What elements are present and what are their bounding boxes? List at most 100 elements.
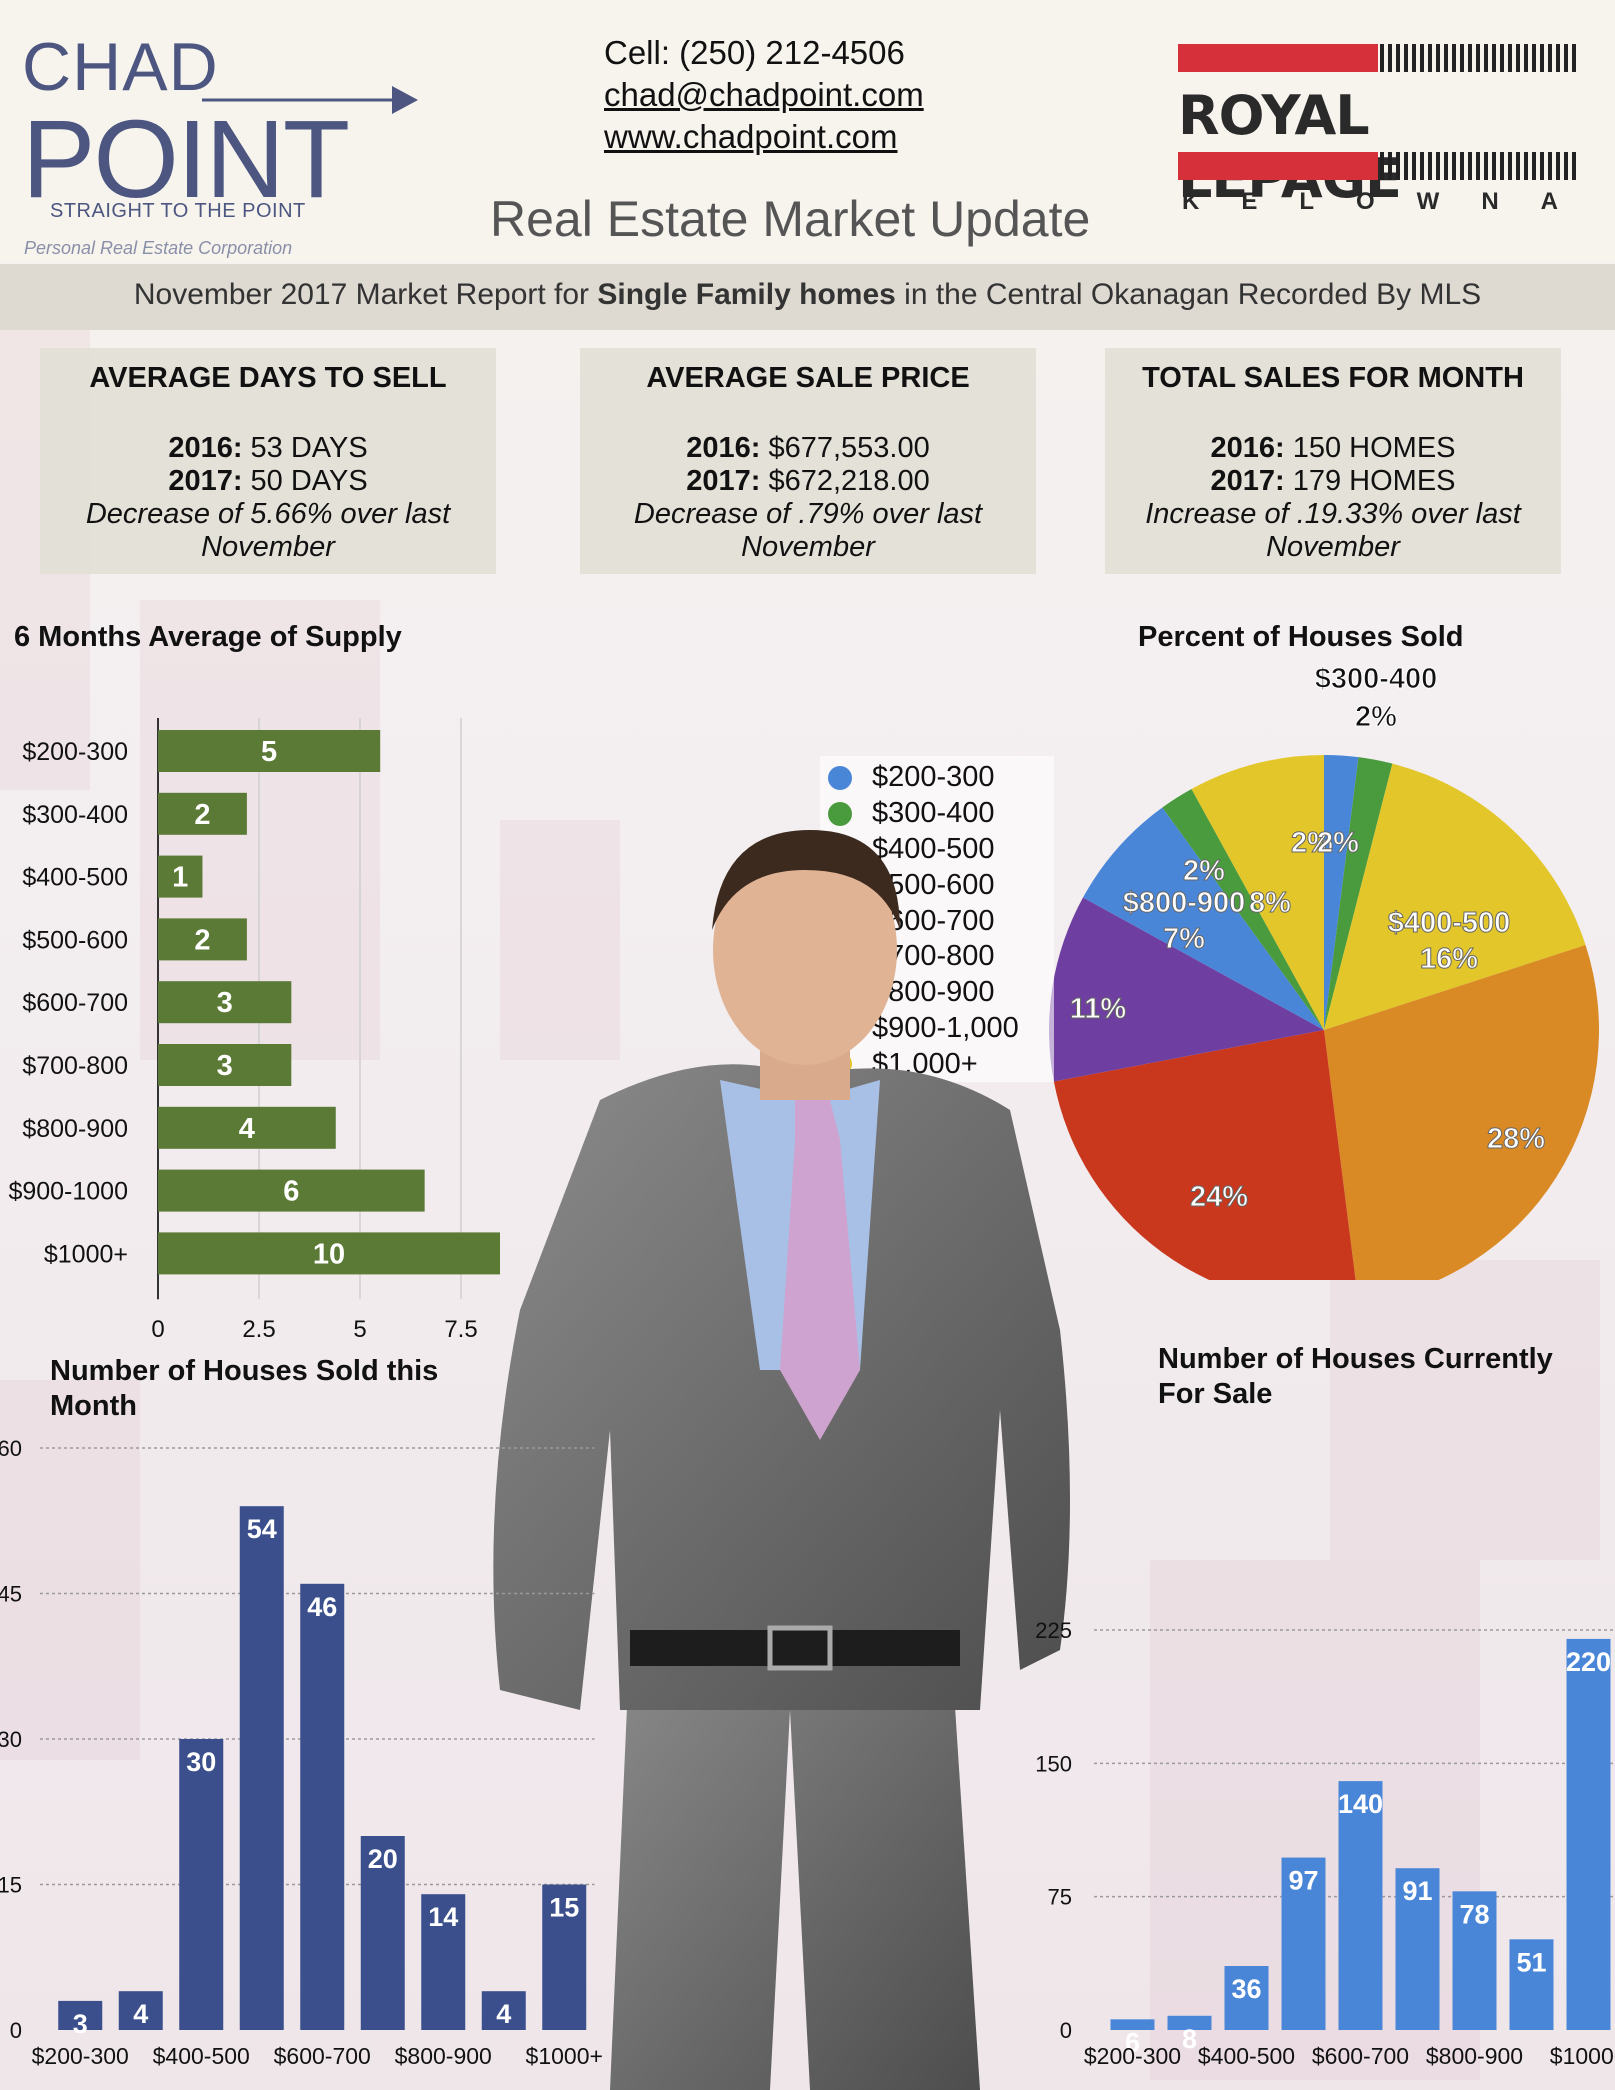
legend-label: $200-300 bbox=[872, 761, 995, 794]
data-bar bbox=[179, 1739, 224, 2030]
agent-photo bbox=[493, 830, 1070, 2090]
pie-slice bbox=[1049, 897, 1324, 1082]
pie-slice-label: 7% bbox=[1163, 923, 1205, 955]
legend-label: $300-400 bbox=[872, 797, 995, 830]
bar-value-label: 1 bbox=[172, 862, 188, 894]
data-bar bbox=[1281, 1857, 1326, 2030]
supply-bar bbox=[158, 1106, 336, 1149]
data-bar bbox=[1452, 1891, 1497, 2030]
bar-value-label: 91 bbox=[1402, 1876, 1432, 1906]
website-link[interactable]: www.chadpoint.com bbox=[604, 118, 898, 155]
percent-sold-pie-chart: 2%2%$400-50016%28%24%11%$800-9007%2%8%$3… bbox=[1049, 663, 1599, 1280]
pie-chart-title: Percent of Houses Sold bbox=[1138, 621, 1464, 653]
pie-slice bbox=[1083, 807, 1324, 1030]
x-tick-label: 2.5 bbox=[242, 1316, 275, 1340]
y-tick-label: 15 bbox=[0, 1873, 22, 1898]
bar-value-label: 6 bbox=[1125, 2027, 1140, 2057]
bar-value-label: 78 bbox=[1459, 1899, 1489, 1929]
stat-2017: 2017: 179 HOMES bbox=[1210, 465, 1456, 497]
bar-value-label: 3 bbox=[73, 2009, 88, 2039]
chadpoint-logo: CHAD POINT STRAIGHT TO THE POINT Persona… bbox=[22, 20, 418, 260]
bar-value-label: 97 bbox=[1288, 1866, 1318, 1896]
y-tick-label: 225 bbox=[1035, 1618, 1072, 1643]
supply-chart-title: 6 Months Average of Supply bbox=[14, 621, 402, 653]
y-tick-label: 0 bbox=[10, 2018, 22, 2043]
x-tick-label: 7.5 bbox=[444, 1316, 477, 1340]
stat-title: AVERAGE SALE PRICE bbox=[646, 362, 970, 394]
stat-note: Decrease of 5.66% over last November bbox=[85, 498, 451, 563]
y-tick-label: 150 bbox=[1035, 1751, 1072, 1776]
subtitle-suffix: in the Central Okanagan Recorded By MLS bbox=[895, 278, 1482, 311]
stat-box-days-to-sell: AVERAGE DAYS TO SELL 2016: 53 DAYS 2017:… bbox=[40, 348, 496, 574]
category-label: $200-300 bbox=[22, 738, 128, 766]
x-tick-label: $800-900 bbox=[395, 2043, 492, 2069]
subtitle-prefix: November 2017 Market Report for bbox=[133, 278, 598, 311]
pie-slice bbox=[1324, 763, 1586, 1030]
category-label: $300-400 bbox=[22, 801, 128, 829]
supply-bar bbox=[158, 1044, 292, 1086]
stat-2016: 2016: 150 HOMES bbox=[1210, 432, 1456, 464]
bar-value-label: 30 bbox=[186, 1747, 216, 1777]
category-label: $700-800 bbox=[22, 1052, 128, 1080]
supply-bar bbox=[158, 981, 292, 1024]
bar-value-label: 10 bbox=[313, 1238, 345, 1270]
bar-value-label: 5 bbox=[261, 736, 277, 768]
pie-slice-label: 11% bbox=[1070, 993, 1127, 1025]
pie-slice bbox=[1324, 757, 1393, 1030]
bar-value-label: 51 bbox=[1516, 1947, 1546, 1977]
legend-label: $400-500 bbox=[872, 832, 995, 865]
stat-2016: 2016: 53 DAYS bbox=[168, 432, 368, 464]
x-tick-label: $800-900 bbox=[1426, 2043, 1523, 2069]
background-house bbox=[0, 1380, 140, 1760]
pie-slice-label: $800-900 bbox=[1123, 887, 1246, 919]
y-tick-label: 45 bbox=[0, 1582, 22, 1607]
sold-bar-chart: 0 15 30 45 60 3 4 30 54 46 20 14 4 15 $200-300 $400-500… bbox=[0, 1436, 603, 2069]
sold-chart-title: Number of Houses Sold this Month bbox=[50, 1355, 439, 1422]
bar-value-label: 46 bbox=[307, 1592, 337, 1622]
pie-slice-label: 16% bbox=[1420, 943, 1478, 975]
category-label: $1000+ bbox=[44, 1240, 128, 1268]
logo-city: KELOWNA bbox=[1182, 188, 1600, 215]
stat-note: Decrease of .79% over last November bbox=[633, 498, 983, 563]
data-bar bbox=[1110, 2019, 1155, 2030]
subtitle-bold: Single Family homes bbox=[597, 278, 896, 311]
email-link[interactable]: chad@chadpoint.com bbox=[604, 76, 924, 113]
stat-2016: 2016: $677,553.00 bbox=[686, 432, 930, 464]
stat-box-total-sales: TOTAL SALES FOR MONTH 2016: 150 HOMES 20… bbox=[1105, 348, 1561, 574]
x-tick-label: $400-500 bbox=[1198, 2043, 1295, 2069]
supply-bar bbox=[158, 1232, 500, 1275]
royal-lepage-logo: ROYAL LEPAGE KELOWNA bbox=[1178, 44, 1578, 224]
logo-point: POINT bbox=[22, 98, 350, 221]
pie-slice bbox=[1162, 789, 1324, 1030]
pie-slice bbox=[1053, 1030, 1356, 1280]
category-label: $800-900 bbox=[22, 1115, 128, 1143]
pie-slice-label: 28% bbox=[1487, 1123, 1545, 1155]
bar-value-label: 220 bbox=[1566, 1647, 1611, 1677]
data-bar bbox=[239, 1506, 284, 2030]
cell-phone: Cell: (250) 212-4506 bbox=[604, 34, 905, 71]
legend-item: $300-400 bbox=[828, 796, 1054, 832]
stat-2017: 2017: 50 DAYS bbox=[168, 465, 368, 497]
x-tick-label: $200-300 bbox=[1084, 2043, 1181, 2069]
category-label: $500-600 bbox=[22, 926, 128, 954]
x-tick-label: 5 bbox=[353, 1316, 366, 1340]
supply-bar-chart: 0 2.5 5 7.5 5 $200-300 2 $300-400 1 $400-500 2 $500… bbox=[8, 718, 500, 1340]
page-title: Real Estate Market Update bbox=[490, 191, 1091, 247]
supply-bar bbox=[158, 855, 203, 898]
report-subtitle: November 2017 Market Report for Single F… bbox=[0, 278, 1615, 312]
x-tick-label: $600-700 bbox=[274, 2043, 371, 2069]
y-tick-label: 60 bbox=[0, 1436, 22, 1461]
pie-slice-label: 2% bbox=[1317, 827, 1359, 859]
pie-callout-value: 2% bbox=[1355, 701, 1397, 733]
y-tick-label: 30 bbox=[0, 1727, 22, 1752]
data-bar bbox=[481, 1991, 526, 2030]
stat-title: AVERAGE DAYS TO SELL bbox=[89, 362, 447, 394]
subtitle-band bbox=[0, 264, 1615, 330]
logo-stripes bbox=[1380, 152, 1576, 180]
stat-note: Increase of .19.33% over last November bbox=[1145, 498, 1521, 563]
bar-value-label: 4 bbox=[239, 1113, 255, 1145]
y-tick-label: 75 bbox=[1048, 1885, 1072, 1910]
category-label: $900-1000 bbox=[8, 1178, 128, 1206]
data-bar bbox=[1224, 1966, 1269, 2030]
pie-slice bbox=[1324, 755, 1359, 1030]
